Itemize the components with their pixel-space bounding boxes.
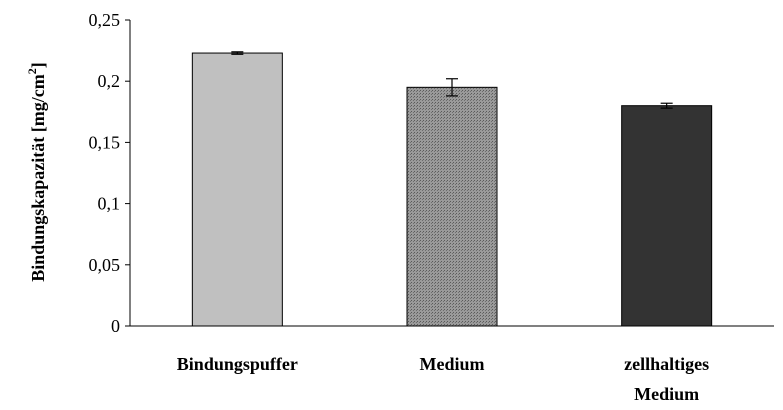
y-axis-title-superscript: 2 xyxy=(25,68,39,74)
category-label: Bindungspuffer xyxy=(177,354,298,374)
y-tick-label: 0,05 xyxy=(89,255,121,275)
category-label: zellhaltiges Medium xyxy=(624,354,709,404)
y-tick-label: 0,25 xyxy=(89,10,121,30)
y-tick-label: 0,15 xyxy=(89,132,121,152)
bar xyxy=(406,86,498,327)
y-axis-title-main: Bindungskapazität [mg/cm xyxy=(28,74,48,282)
error-bars-group xyxy=(231,51,673,109)
y-axis-title-suffix: ] xyxy=(28,62,48,68)
bar xyxy=(621,105,713,327)
y-tick-label: 0 xyxy=(111,316,120,336)
category-label-line: Bindungspuffer xyxy=(177,354,298,374)
bar xyxy=(191,52,283,327)
y-tick-label: 0,2 xyxy=(98,71,121,91)
category-label-line: zellhaltiges xyxy=(624,354,709,374)
category-labels: Bindungspuffer Medium zellhaltiges Medium xyxy=(177,354,709,404)
bars-group xyxy=(191,52,713,327)
category-label-line: Medium xyxy=(634,384,699,404)
category-label: Medium xyxy=(420,354,485,374)
y-tick-label: 0,1 xyxy=(98,194,121,214)
y-axis-title: Bindungskapazität [mg/cm2] xyxy=(25,62,48,282)
category-label-line: Medium xyxy=(420,354,485,374)
y-axis-ticks: 0 0,05 0,1 0,15 0,2 0,25 xyxy=(89,10,130,336)
